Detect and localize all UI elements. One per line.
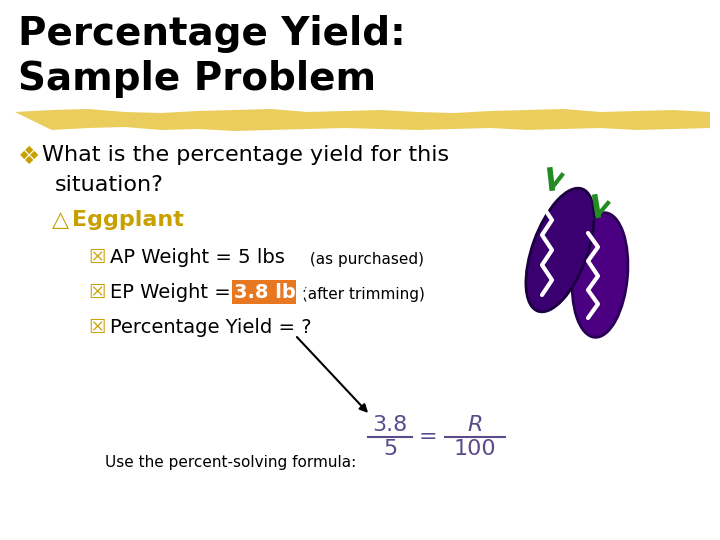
FancyBboxPatch shape: [232, 280, 296, 304]
Ellipse shape: [526, 188, 594, 312]
Text: ☒: ☒: [88, 248, 106, 267]
Text: AP Weight = 5 lbs: AP Weight = 5 lbs: [110, 248, 285, 267]
Text: ❖: ❖: [18, 145, 40, 169]
Text: 3.8: 3.8: [372, 415, 408, 435]
Text: situation?: situation?: [55, 175, 164, 195]
Text: Percentage Yield = ?: Percentage Yield = ?: [110, 318, 312, 337]
Text: (after trimming): (after trimming): [297, 287, 425, 302]
Text: =: =: [419, 427, 437, 447]
PathPatch shape: [15, 109, 710, 131]
Text: What is the percentage yield for this: What is the percentage yield for this: [42, 145, 449, 165]
Ellipse shape: [572, 213, 628, 338]
Text: Sample Problem: Sample Problem: [18, 60, 376, 98]
Text: Use the percent-solving formula:: Use the percent-solving formula:: [105, 455, 356, 470]
Text: ☒: ☒: [88, 318, 106, 337]
Text: △: △: [52, 210, 69, 230]
Text: Eggplant: Eggplant: [72, 210, 184, 230]
Text: 100: 100: [454, 439, 496, 459]
Text: ☒: ☒: [88, 283, 106, 302]
Text: (as purchased): (as purchased): [305, 252, 424, 267]
Text: Percentage Yield:: Percentage Yield:: [18, 15, 406, 53]
Text: 3.8 lbs: 3.8 lbs: [234, 283, 307, 302]
Text: R: R: [467, 415, 482, 435]
Text: EP Weight =: EP Weight =: [110, 283, 237, 302]
Text: 5: 5: [383, 439, 397, 459]
